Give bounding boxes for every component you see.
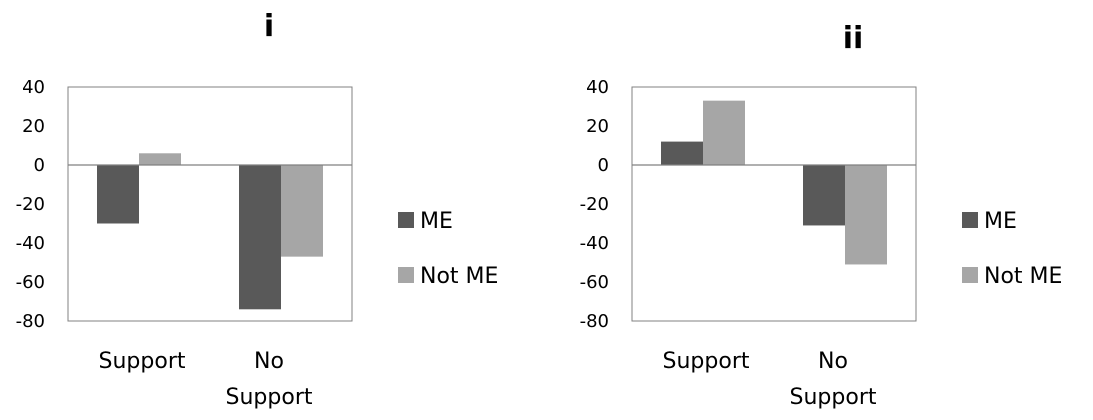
bar-not-me-support <box>139 153 181 165</box>
y-tick-label: 20 <box>22 116 45 137</box>
legend-label: Not ME <box>420 264 498 289</box>
legend-swatch <box>962 212 978 228</box>
y-tick-label: -20 <box>580 194 609 215</box>
y-tick-label: -80 <box>16 311 45 332</box>
y-tick-label: -40 <box>16 233 45 254</box>
chart-panel-2: ii 40 20 0 -20 -40 -60 -80 Support No Support ME Not… <box>580 21 1063 410</box>
bar-me-support <box>97 165 139 224</box>
legend-swatch <box>398 267 414 283</box>
y-tick-label: 40 <box>22 77 45 98</box>
plot-area <box>67 86 353 322</box>
y-tick-label: 40 <box>586 77 609 98</box>
chart-panel-1: i 40 20 0 -20 -40 -60 -80 Support No Support ME Not … <box>16 9 499 410</box>
legend-swatch <box>962 267 978 283</box>
x-category-label: Support <box>99 349 186 374</box>
legend-label: ME <box>420 209 453 234</box>
y-tick-label: -40 <box>580 233 609 254</box>
bar-not-me-no-support <box>281 165 323 257</box>
bar-me-no-support <box>239 165 281 310</box>
chart-title: i <box>264 9 274 44</box>
chart-title: ii <box>843 21 864 56</box>
y-tick-label: 0 <box>34 155 45 176</box>
legend-swatch <box>398 212 414 228</box>
bar-me-no-support <box>803 165 845 226</box>
x-category-label: No Support <box>226 349 313 410</box>
legend-label: ME <box>984 209 1017 234</box>
plot-area <box>631 86 917 322</box>
y-tick-label: -80 <box>580 311 609 332</box>
y-tick-label: -20 <box>16 194 45 215</box>
legend-label: Not ME <box>984 264 1062 289</box>
y-tick-label: 20 <box>586 116 609 137</box>
y-tick-label: -60 <box>580 272 609 293</box>
y-tick-label: 0 <box>598 155 609 176</box>
bar-me-support <box>661 141 703 165</box>
y-tick-label: -60 <box>16 272 45 293</box>
bar-not-me-no-support <box>845 165 887 265</box>
x-category-label: No Support <box>790 349 877 410</box>
bar-not-me-support <box>703 100 745 165</box>
x-category-label: Support <box>663 349 750 374</box>
